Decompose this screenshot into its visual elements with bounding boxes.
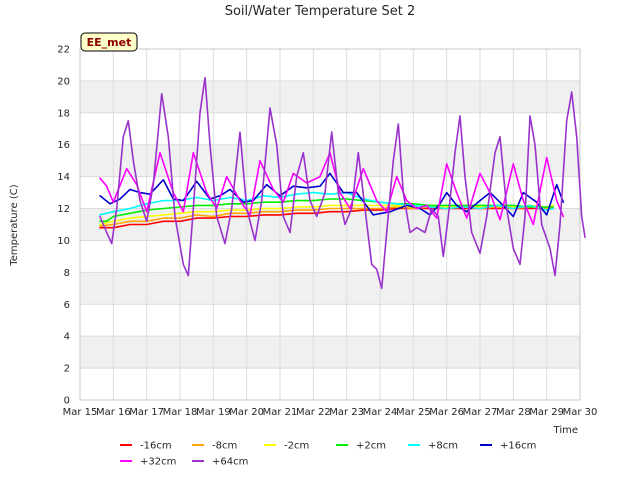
x-tick-label: Mar 30 (563, 407, 598, 418)
x-tick-label: Mar 20 (229, 407, 264, 418)
y-tick-label: 4 (64, 332, 70, 343)
y-tick-labels: 0 2 4 6 8 10 12 14 16 18 20 22 (57, 45, 70, 407)
series-line-32cm (99, 151, 565, 226)
x-tick-label: Mar 17 (129, 407, 164, 418)
x-tick-label: Mar 15 (63, 407, 98, 418)
plot-band (80, 80, 580, 113)
legend-label: +64cm (212, 457, 248, 468)
x-tick-label: Mar 28 (496, 407, 531, 418)
plot-band (80, 272, 580, 305)
plot-band (80, 240, 580, 273)
station-badge: EE_met (80, 32, 138, 52)
station-badge-label: EE_met (87, 36, 132, 49)
legend-label: +8cm (428, 441, 458, 452)
x-tick-label: Mar 19 (196, 407, 231, 418)
legend-label: +32cm (140, 457, 176, 468)
x-tick-label: Mar 18 (163, 407, 198, 418)
y-tick-label: 10 (57, 236, 70, 247)
plot-band (80, 304, 580, 337)
y-tick-label: 14 (57, 172, 70, 183)
x-tick-label: Mar 26 (429, 407, 464, 418)
plot-band (80, 336, 580, 369)
plot-frame (79, 48, 581, 401)
y-tick-label: 0 (64, 396, 70, 407)
legend-label: +16cm (500, 441, 536, 452)
y-tick-label: 6 (64, 300, 70, 311)
x-tick-label: Mar 24 (363, 407, 398, 418)
legend-label: -16cm (140, 441, 172, 452)
chart-title: Soil/Water Temperature Set 2 (225, 4, 416, 19)
x-axis-title: Time (553, 425, 578, 436)
y-tick-label: 22 (57, 45, 70, 56)
x-tick-label: Mar 25 (396, 407, 431, 418)
y-tick-label: 12 (57, 204, 70, 215)
series-line-16cm (99, 172, 565, 218)
x-tick-label: Mar 16 (96, 407, 131, 418)
plot-band (80, 49, 580, 81)
series-line-2cm (99, 198, 555, 223)
y-tick-label: 18 (57, 108, 70, 119)
y-axis-title: Temperature (C) (9, 184, 20, 266)
series-line-64cm (99, 76, 586, 290)
station-badge-box (80, 32, 138, 52)
plot-band (80, 176, 580, 209)
series-lines (99, 76, 586, 290)
plot-band (80, 208, 580, 241)
x-tick-label: Mar 22 (296, 407, 331, 418)
plot-band (80, 368, 580, 400)
plot-background (80, 49, 580, 400)
plot-band (80, 112, 580, 145)
x-tick-label: Mar 23 (329, 407, 364, 418)
legend-label: +2cm (356, 441, 386, 452)
x-tick-label: Mar 27 (463, 407, 498, 418)
legend-label: -8cm (212, 441, 237, 452)
y-tick-label: 16 (57, 140, 70, 151)
y-tick-label: 8 (64, 268, 70, 279)
legend-label: -2cm (284, 441, 309, 452)
y-tick-label: 2 (64, 364, 70, 375)
legend: -16cm -8cm -2cm +2cm +8cm +16cm +32cm +64cm (120, 441, 536, 468)
x-tick-label: Mar 21 (263, 407, 298, 418)
x-tick-label: Mar 29 (529, 407, 564, 418)
y-tick-label: 20 (57, 76, 70, 87)
